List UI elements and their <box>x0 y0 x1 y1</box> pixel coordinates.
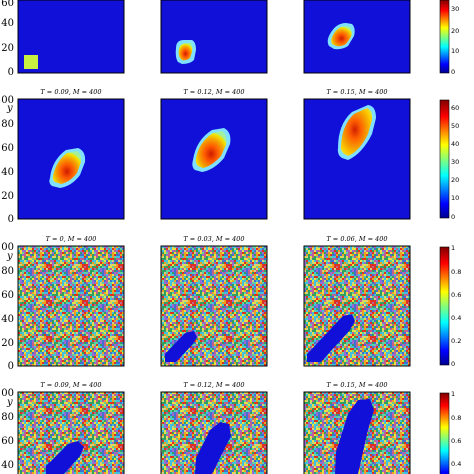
ytick-r2-40: 40 <box>1 167 14 178</box>
title-r2c2: T = 0.12, M = 400 <box>183 88 244 96</box>
cb1-tick-0: 0 <box>451 68 455 76</box>
ytick-r4-40: 40 <box>1 460 14 471</box>
title-r4c2: T = 0.12, M = 400 <box>183 381 244 389</box>
cb2-tick-10: 10 <box>451 194 459 202</box>
panel-r1c3 <box>303 0 411 74</box>
panel-r3c1 <box>17 245 125 367</box>
cb4-tick-1: 1 <box>451 390 455 398</box>
ytick-r1-20: 20 <box>1 43 14 54</box>
cb2-tick-30: 30 <box>451 158 459 166</box>
colorbar-row2 <box>439 99 450 219</box>
cb2-tick-20: 20 <box>451 176 459 184</box>
melt-region-r3c2 <box>165 331 197 362</box>
colorbar-row3 <box>439 246 450 366</box>
y-ticks-row4: 100 80 60 40 <box>0 388 14 471</box>
cb2-tick-40: 40 <box>451 140 459 148</box>
cb3-tick-0: 0 <box>451 360 455 368</box>
ytick-r2-80: 80 <box>1 119 14 130</box>
ytick-r1-0: 0 <box>8 67 14 78</box>
blob-r2c3 <box>340 108 373 156</box>
colorbar-row4-ticks: 1 0.8 0.6 0.4 <box>451 390 461 468</box>
title-r3c1: T = 0, M = 400 <box>46 235 97 243</box>
blob-r2c2 <box>195 131 227 168</box>
ylabel-r3: y <box>6 251 13 262</box>
y-ticks-row3: 100 80 60 40 20 0 <box>0 242 14 372</box>
row3: T = 0, M = 400 T = 0.03, M = 400 T = 0.0… <box>0 235 461 372</box>
y-ticks-row1: 60 40 20 0 <box>1 0 14 78</box>
colorbar-row3-ticks: 1 0.8 0.6 0.4 0.2 0 <box>451 244 461 368</box>
title-r2c1: T = 0.09, M = 400 <box>40 88 101 96</box>
cb1-tick-30: 30 <box>451 5 459 13</box>
blob-r1c2 <box>178 43 193 61</box>
colorbar-row1 <box>439 0 450 74</box>
cb3-tick-0.4: 0.4 <box>451 314 461 322</box>
colorbar-row2-ticks: 60 50 40 30 20 10 0 <box>451 104 459 221</box>
colorbar-row1-ticks: 30 20 10 0 <box>451 5 459 76</box>
melt-region-r4c1 <box>46 441 84 474</box>
row1: 60 40 20 0 30 20 10 0 <box>1 0 459 78</box>
cb2-tick-0: 0 <box>451 213 455 221</box>
title-r4c3: T = 0.15, M = 400 <box>326 381 387 389</box>
ylabel-r4: y <box>6 397 13 408</box>
ytick-r3-40: 40 <box>1 314 14 325</box>
row4: T = 0.09, M = 400 T = 0.12, M = 400 T = … <box>0 381 461 474</box>
ylabel-r2: y <box>6 103 13 114</box>
cb3-tick-1: 1 <box>451 244 455 252</box>
melt-region-r4c2 <box>195 422 231 474</box>
ytick-r1-60: 60 <box>1 0 14 9</box>
ytick-r4-80: 80 <box>1 412 14 423</box>
y-ticks-row2: 100 80 60 40 20 0 <box>0 95 14 225</box>
ytick-r3-0: 0 <box>8 361 14 372</box>
ytick-r3-100: 100 <box>0 242 14 253</box>
cb3-tick-0.2: 0.2 <box>451 337 461 345</box>
title-r3c3: T = 0.06, M = 400 <box>326 235 387 243</box>
ytick-r2-60: 60 <box>1 143 14 154</box>
title-r3c2: T = 0.03, M = 400 <box>183 235 244 243</box>
panel-r1c2 <box>160 0 268 74</box>
melt-region-r3c3 <box>307 314 355 362</box>
melt-region-r4c3 <box>335 399 374 474</box>
cb1-tick-20: 20 <box>451 27 459 35</box>
cb3-tick-0.8: 0.8 <box>451 268 461 276</box>
ytick-r4-100: 100 <box>0 388 14 399</box>
cb4-tick-0.8: 0.8 <box>451 414 461 422</box>
ytick-r3-80: 80 <box>1 266 14 277</box>
ytick-r4-60: 60 <box>1 436 14 447</box>
heat-source-square <box>24 55 38 69</box>
cb4-tick-0.6: 0.6 <box>451 437 461 445</box>
blob-r2c1 <box>52 151 82 184</box>
cb3-tick-0.6: 0.6 <box>451 291 461 299</box>
cb2-tick-60: 60 <box>451 104 459 112</box>
title-r4c1: T = 0.09, M = 400 <box>40 381 101 389</box>
cb2-tick-50: 50 <box>451 122 459 130</box>
ytick-r2-0: 0 <box>8 214 14 225</box>
ytick-r2-100: 100 <box>0 95 14 106</box>
ytick-r1-40: 40 <box>1 18 14 29</box>
ytick-r3-60: 60 <box>1 290 14 301</box>
ytick-r2-20: 20 <box>1 191 14 202</box>
blob-r1c3 <box>331 26 352 47</box>
cb1-tick-10: 10 <box>451 47 459 55</box>
row2: T = 0.09, M = 400 T = 0.12, M = 400 T = … <box>0 88 459 225</box>
title-r2c3: T = 0.15, M = 400 <box>326 88 387 96</box>
cb4-tick-0.4: 0.4 <box>451 460 461 468</box>
colorbar-row4 <box>439 392 450 474</box>
ytick-r3-20: 20 <box>1 338 14 349</box>
